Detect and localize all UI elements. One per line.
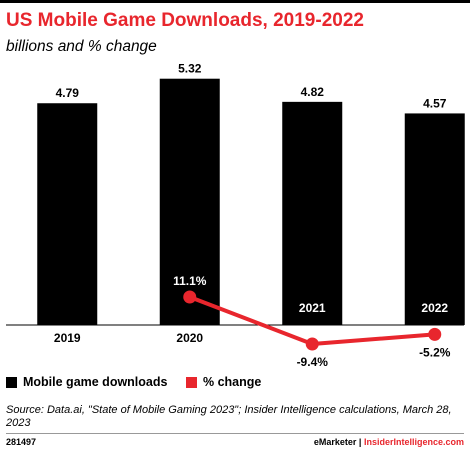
brand-separator: | xyxy=(358,437,362,447)
chart-canvas: 4.79 5.32 4.82 4.57 2019 2020 2021 2022 11.1% -9.… xyxy=(6,62,465,369)
brand-emarketer: eMarketer xyxy=(313,437,357,447)
x-tick-label-2021: 2021 xyxy=(299,301,326,315)
x-tick-label-2019: 2019 xyxy=(54,331,81,345)
pct-change-label-2020: 11.1% xyxy=(173,274,207,288)
pct-change-point-2020 xyxy=(183,290,197,304)
legend-item-pct-change: % change xyxy=(186,375,261,389)
pct-change-label-2021: -9.4% xyxy=(297,355,329,369)
legend-label-pct-change: % change xyxy=(203,375,262,389)
brand-insider-intelligence: InsiderIntelligence.com xyxy=(363,437,464,447)
legend-item-downloads: Mobile game downloads xyxy=(6,375,167,389)
top-rule xyxy=(0,0,470,3)
bar-value-label-2022: 4.57 xyxy=(423,96,447,110)
pct-change-label-2022: -5.2% xyxy=(419,345,451,359)
bar-2020 xyxy=(159,78,220,325)
bar-2022 xyxy=(404,113,465,325)
bar-value-label-2020: 5.32 xyxy=(178,62,202,76)
pct-change-point-2022 xyxy=(428,327,442,341)
bar-value-label-2019: 4.79 xyxy=(56,86,80,100)
bar-2019 xyxy=(37,103,98,325)
chart-title: US Mobile Game Downloads, 2019-2022 xyxy=(6,10,364,31)
pct-change-point-2021 xyxy=(305,337,319,351)
footer-brand: eMarketer | InsiderIntelligence.com xyxy=(314,437,464,447)
legend-swatch-downloads xyxy=(6,376,17,388)
x-tick-label-2020: 2020 xyxy=(176,331,203,345)
bar-value-label-2021: 4.82 xyxy=(301,85,325,99)
footer-rule xyxy=(6,433,464,434)
legend-swatch-pct-change xyxy=(186,376,197,388)
chart-id: 281497 xyxy=(6,437,37,447)
legend-label-downloads: Mobile game downloads xyxy=(23,375,168,389)
chart-subtitle: billions and % change xyxy=(6,38,157,55)
x-tick-label-2022: 2022 xyxy=(421,301,448,315)
bar-2021 xyxy=(282,101,343,325)
source-note: Source: Data.ai, "State of Mobile Gaming… xyxy=(6,404,452,429)
